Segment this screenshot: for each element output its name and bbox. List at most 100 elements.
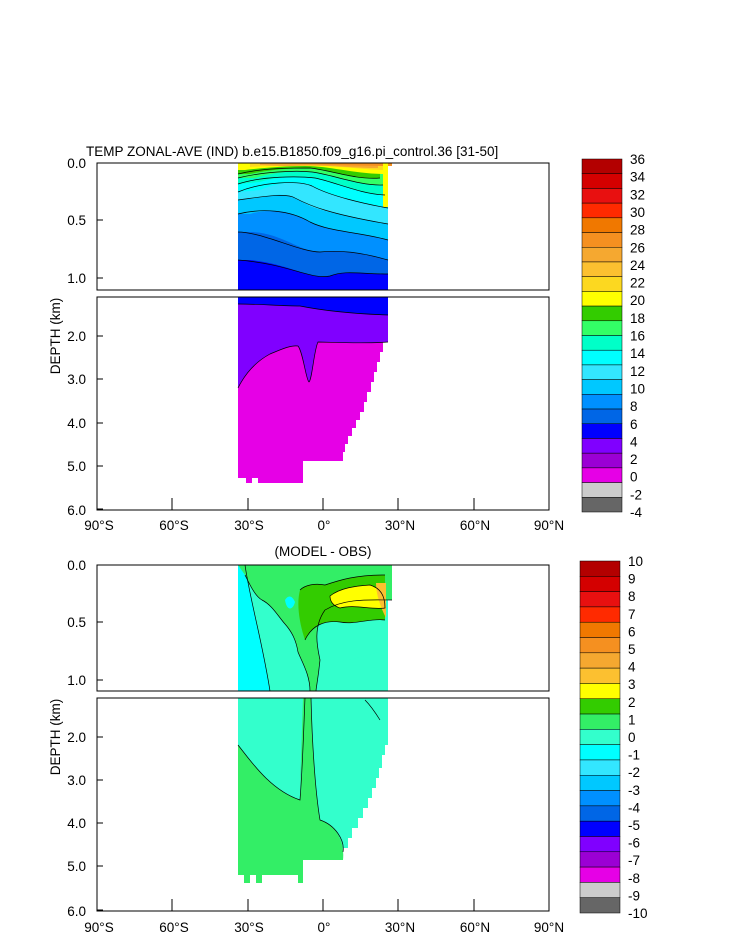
panel1-xtick: 30°S xyxy=(234,518,263,533)
colorbar-swatch xyxy=(579,775,621,791)
colorbar-swatch xyxy=(581,202,623,219)
panel1-xtick: 90°S xyxy=(84,518,113,533)
colorbar-label: -9 xyxy=(628,888,640,903)
panel1-ytick: 5.0 xyxy=(67,459,86,474)
colorbar-label: 28 xyxy=(630,223,645,238)
colorbar-label: 7 xyxy=(628,607,636,622)
colorbar-label: 3 xyxy=(628,677,636,692)
colorbar-label: 22 xyxy=(630,276,645,291)
colorbar-swatch xyxy=(581,394,623,410)
colorbar-label: 36 xyxy=(630,152,645,167)
colorbar-swatch xyxy=(581,188,623,204)
colorbar-swatch xyxy=(581,320,623,336)
colorbar-label: 10 xyxy=(628,554,643,569)
panel2-ytick: 5.0 xyxy=(67,859,86,874)
colorbar-swatch xyxy=(579,591,621,608)
panel1-upper-frame xyxy=(96,162,550,291)
panel1-xtick: 90°N xyxy=(534,518,564,533)
colorbar-label: 6 xyxy=(630,417,638,432)
colorbar-swatch xyxy=(581,291,623,307)
colorbar-swatch xyxy=(581,423,623,439)
colorbar-swatch xyxy=(579,729,621,745)
colorbar-label: 9 xyxy=(628,572,636,587)
panel1-title: TEMP ZONAL-AVE (IND) b.e15.B1850.f09_g16… xyxy=(86,144,498,159)
colorbar-swatch xyxy=(579,713,621,730)
panel1-ylabel: DEPTH (km) xyxy=(48,298,63,375)
colorbar-label: 30 xyxy=(630,205,645,220)
colorbar-swatch xyxy=(579,897,621,914)
colorbar-swatch xyxy=(581,467,623,483)
colorbar-swatch xyxy=(579,652,621,669)
colorbar-swatch xyxy=(581,158,623,174)
colorbar-label: 10 xyxy=(630,381,645,396)
colorbar-swatch xyxy=(581,305,623,322)
colorbar-label: 1 xyxy=(628,712,636,727)
colorbar-label: 2 xyxy=(630,452,638,467)
panel1-ytick: 4.0 xyxy=(67,416,86,431)
panel1-ytick: 0.5 xyxy=(67,213,86,228)
panel1-xtick: 60°N xyxy=(460,518,490,533)
colorbar-label: 34 xyxy=(630,170,646,185)
colorbar-swatch xyxy=(581,497,623,513)
colorbar-label: 24 xyxy=(630,258,646,273)
panel1-xtick: 0° xyxy=(318,518,331,533)
colorbar-swatch xyxy=(579,866,621,883)
colorbar-label: 0 xyxy=(628,730,636,745)
colorbar-label: 18 xyxy=(630,311,645,326)
colorbar-swatch xyxy=(581,276,623,292)
panel2-lower-field xyxy=(237,698,388,883)
colorbar-label: -4 xyxy=(630,505,642,520)
colorbar-swatch xyxy=(581,379,623,395)
panel2-ytick: 6.0 xyxy=(67,904,86,919)
panel2-xtick: 30°N xyxy=(385,920,415,935)
colorbar-swatch xyxy=(579,759,621,776)
panel2-ytick: 3.0 xyxy=(67,773,86,788)
panel2-ytick: 0.0 xyxy=(67,558,86,573)
colorbar-label: -7 xyxy=(628,853,640,868)
colorbar-swatch xyxy=(581,335,623,351)
panel1-lower-field xyxy=(237,297,389,483)
panel1-ytick: 0.0 xyxy=(67,156,86,171)
colorbar-swatch xyxy=(581,217,623,233)
panel1-ytick: 3.0 xyxy=(67,372,86,387)
panel2-xtick: 90°N xyxy=(534,920,564,935)
colorbar-label: 6 xyxy=(628,624,636,639)
panel2-ylabel: DEPTH (km) xyxy=(48,699,63,776)
panel2-upper-field xyxy=(238,565,393,691)
panel1-xtick: 60°S xyxy=(159,518,188,533)
colorbar-label: 32 xyxy=(630,187,645,202)
panel2-title: (MODEL - OBS) xyxy=(274,544,371,559)
colorbar-swatch xyxy=(579,698,621,715)
colorbar-label: -3 xyxy=(628,783,640,798)
colorbar-swatch xyxy=(581,452,623,469)
panel1-xtick: 30°N xyxy=(385,518,415,533)
colorbar-label: 20 xyxy=(630,293,645,308)
colorbar-label: -2 xyxy=(628,765,640,780)
colorbar-swatch xyxy=(579,882,621,898)
panel1-ytick: 6.0 xyxy=(67,503,86,518)
colorbar-swatch xyxy=(579,820,621,837)
panel2-ytick: 4.0 xyxy=(67,816,86,831)
colorbar-label: 4 xyxy=(630,434,638,449)
colorbar-swatch xyxy=(581,173,623,189)
panel2-upper-frame xyxy=(96,564,550,692)
colorbar-swatch xyxy=(579,637,621,654)
colorbar-label: 8 xyxy=(628,589,636,604)
panel2-ytick: 1.0 xyxy=(67,673,86,688)
colorbar-swatch xyxy=(581,408,623,424)
colorbar-label: 16 xyxy=(630,329,645,344)
colorbar-swatch xyxy=(579,667,621,684)
colorbar-label: 12 xyxy=(630,364,645,379)
colorbar-label: -10 xyxy=(628,906,648,921)
colorbar-label: -8 xyxy=(628,871,640,886)
colorbar-label: -2 xyxy=(630,487,642,502)
colorbar-label: 8 xyxy=(630,399,638,414)
colorbar-swatch xyxy=(581,482,623,498)
panel2-xtick: 30°S xyxy=(234,920,263,935)
colorbar-swatch xyxy=(581,438,623,454)
colorbar-label: 4 xyxy=(628,660,636,675)
colorbar-label: 5 xyxy=(628,642,636,657)
